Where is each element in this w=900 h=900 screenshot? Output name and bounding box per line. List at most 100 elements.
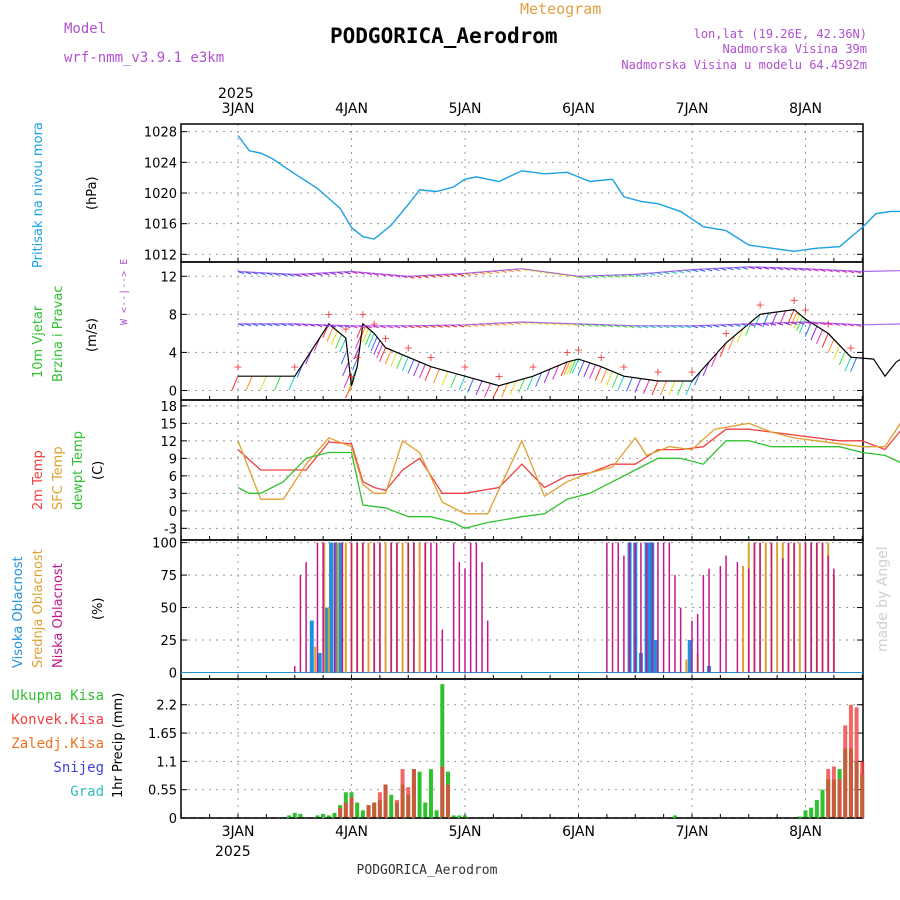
wind-arrow [702,361,710,377]
wind-arrow [668,380,676,396]
wind-arrow [594,366,602,381]
cloud-bar-niska [341,542,344,673]
cloud-bar-visoka [646,542,651,673]
precip-bar-conv [860,761,865,818]
cloud-bar-srednja [401,542,404,673]
wind-arrow [288,376,296,391]
cloud-bar-niska [611,542,614,673]
wind-arrow [526,376,534,391]
precip-bar-total [434,810,439,818]
bottom-day-label-6JAN: 6JAN [562,824,595,840]
wind-arrow [634,378,642,393]
wind-line-middle [238,321,900,327]
cloud-bar-srednja [327,607,330,673]
cloud-bar-niska [390,542,392,673]
gust-marker: + [790,294,799,307]
ytick-label-clouds: 75 [160,569,177,584]
top-day-label-7JAN: 7JAN [676,101,709,117]
cloud-bar-niska [668,542,671,673]
cloud-bar-niska [430,542,432,673]
cloud-bar-niska [475,542,478,673]
credit-label: made by Angel [875,546,891,652]
cloud-title-2: Niska Oblacnost [51,563,66,668]
cloud-bar-niska [452,542,455,673]
wind-arrow [441,371,449,386]
precip-bar-total [321,813,326,818]
cloud-bar-niska [640,542,642,673]
cloud-title-0: Visoka Oblacnost [11,556,26,668]
wind-unit: (m/s) [85,318,100,352]
cloud-bar-srednja [764,542,767,673]
wind-arrow [566,360,574,375]
wind-arrow [804,322,812,337]
cloud-bar-niska [816,542,818,673]
wind-arrow [753,314,761,329]
cloud-bar-niska [793,542,795,673]
wind-arrow [810,326,818,341]
pressure-line [237,135,900,253]
cloud-bar-niska [674,575,676,673]
bottom-day-label-8JAN: 8JAN [789,824,822,840]
cloud-bar-niska [770,542,773,673]
top-day-label-3JAN: 3JAN [222,101,255,117]
lonlat-label: lon,lat (19.26E, 42.36N) [694,27,867,41]
wind-arrow [719,342,727,358]
bottom-day-labels: 3JAN 4JAN 5JAN 6JAN 7JAN 8JAN [222,824,822,840]
gust-marker: + [370,318,379,331]
wind-arrow [651,380,659,396]
wind-arrow [583,362,591,378]
precip-title: 1hr Precip (mm) [111,693,126,798]
cloud-bar-srednja [323,542,326,673]
top-day-labels: 3JAN 4JAN 5JAN 6JAN 7JAN 8JAN [222,101,822,117]
gust-marker: + [755,299,764,312]
ytick-label-temperature: 18 [160,400,177,415]
panels: 1012 1016 1020 1024 1028 Pritisak na nivou mo… [11,122,900,827]
wind-arrow [816,329,823,345]
wind-arrow [418,364,426,379]
cloud-bar-niska [645,542,648,673]
precip-bar-total [440,684,445,818]
wind-arrow [373,340,381,355]
gust-marker: + [426,351,435,364]
gust-marker: + [290,360,299,373]
gust-marker: + [347,370,356,383]
ytick-label-precip: 2.2 [156,699,177,714]
wind-arrow [611,373,619,389]
gust-marker: + [687,365,696,378]
cloud-bar-niska [481,562,483,673]
precip-bar-conv [338,807,343,818]
cloud-bar-niska [679,607,682,673]
cloud-bar-srednja [742,565,745,673]
ytick-label-pressure: 1028 [144,126,177,141]
cloud-bar-niska [827,555,829,673]
cloud-bar-niska [623,555,625,673]
precip-bar-total [820,789,825,818]
cloud-bar-niska [441,629,444,673]
precip-bar-total [672,815,677,818]
wind-arrow [589,364,596,379]
precip-bar-conv [411,769,416,818]
wind-arrow [577,360,585,376]
wind-arrow [600,368,608,384]
cloud-unit: (%) [91,598,106,621]
ytick-label-temperature: 3 [169,487,177,502]
cloud-bar-niska [322,542,324,673]
ytick-label-temperature: 6 [169,470,177,485]
gust-marker: + [528,360,537,373]
wind-arrow [340,349,348,365]
precip-bar-total [355,802,360,818]
wind-arrow [844,356,852,372]
frame-pressure [180,123,864,263]
cloud-bar-niska [821,542,824,673]
wind-arrow [790,311,798,327]
wind-arrow [370,336,378,352]
panel-temperature: -3 0 3 6 9 12 15 18 2m Temp SFC Temp dewpt Temp (C) [31,399,900,541]
gust-marker: + [801,303,810,316]
wind-arrow [259,376,267,391]
cloud-bar-niska [294,666,296,673]
cloud-bar-visoka [329,542,334,673]
cloud-bar-niska [702,575,705,673]
cloud-bar-niska [407,542,409,673]
